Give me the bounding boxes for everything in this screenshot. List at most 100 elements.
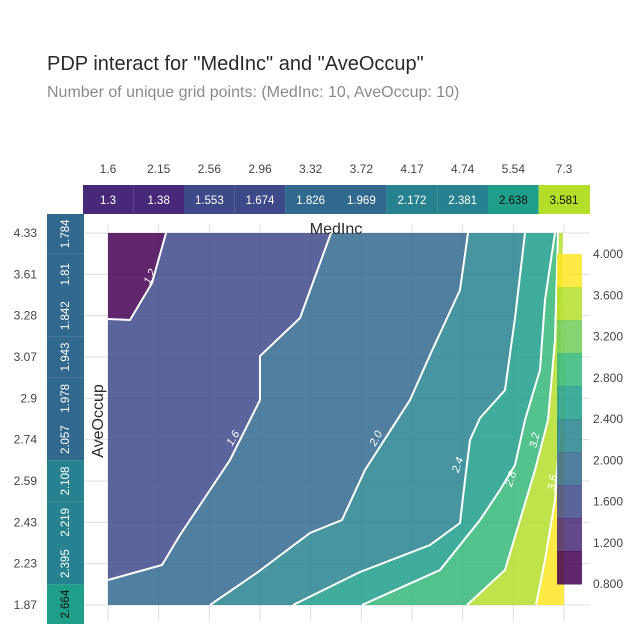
colorbar-tick-label: 2.800	[593, 371, 623, 385]
contour-line	[107, 232, 167, 322]
aveoccup-pdp-value: 1.842	[60, 301, 72, 330]
contour-label: 3.6	[546, 473, 560, 491]
aveoccup-tick-label: 2.23	[14, 557, 38, 571]
medinc-pdp-value: 1.553	[195, 195, 224, 207]
aveoccup-pdp-cell	[47, 543, 84, 585]
aveoccup-pdp-value: 2.395	[60, 549, 72, 578]
medinc-pdp-strip: 1.3 1.38 1.553 1.674 1.826 1.969 2.172 2.381 2.6…	[83, 185, 590, 214]
colorbar-segment	[557, 485, 582, 519]
medinc-tick-label: 5.54	[502, 162, 526, 176]
colorbar-segment	[557, 551, 582, 585]
medinc-pdp-value: 1.826	[296, 195, 325, 207]
contour-line	[107, 232, 332, 581]
aveoccup-pdp-value: 1.978	[60, 384, 72, 413]
medinc-pdp-cell	[386, 185, 438, 214]
medinc-pdp-cell	[184, 185, 235, 214]
chart-subtitle: Number of unique grid points: (MedInc: 1…	[47, 84, 459, 101]
colorbar-segment	[557, 452, 582, 486]
x-axis-title: MedInc	[310, 221, 362, 238]
contour-band	[293, 233, 555, 605]
contour-label: 2.4	[450, 456, 466, 475]
medinc-tick-label: 3.32	[299, 162, 323, 176]
medinc-tick-label: 7.3	[556, 162, 573, 176]
medinc-pdp-value: 2.638	[499, 195, 528, 207]
medinc-pdp-value: 2.381	[448, 195, 477, 207]
y-axis-title: AveOccup	[90, 384, 107, 458]
medinc-tick-label: 2.15	[147, 162, 171, 176]
contour-bands	[108, 233, 564, 605]
contour-line	[209, 232, 469, 606]
medinc-pdp-value: 1.3	[100, 195, 116, 207]
medinc-pdp-value: 1.969	[347, 195, 376, 207]
aveoccup-tick-label: 3.07	[14, 350, 38, 364]
colorbar-tick-label: 1.200	[593, 536, 623, 550]
colorbar-segment	[557, 518, 582, 552]
aveoccup-pdp-strip: 1.784 1.81 1.842 1.943 1.978 2.057 2.108 2.219 2…	[47, 214, 84, 624]
contour-line	[292, 232, 526, 606]
medinc-pdp-cell	[133, 185, 184, 214]
colorbar-tick-label: 1.600	[593, 495, 623, 509]
contour-band	[108, 233, 331, 580]
aveoccup-tick-label: 1.87	[14, 598, 38, 612]
contour-band	[108, 233, 166, 320]
medinc-pdp-cell	[234, 185, 286, 214]
aveoccup-pdp-cell	[47, 295, 84, 337]
medinc-pdp-cell	[538, 185, 590, 214]
contour-line	[466, 232, 559, 606]
aveoccup-tick-label: 3.61	[14, 267, 38, 281]
contour-band	[108, 233, 468, 605]
contour-band	[467, 233, 564, 605]
aveoccup-pdp-value: 2.108	[60, 467, 72, 496]
contour-label: 2.8	[503, 469, 520, 489]
contour-line	[361, 232, 556, 606]
contour-label: 3.2	[528, 432, 543, 449]
aveoccup-pdp-value: 1.81	[60, 263, 72, 285]
medinc-tick-label: 4.17	[400, 162, 424, 176]
medinc-tick-labels: 1.6 2.15 2.56 2.96 3.32 3.72 4.17 4.74 5.54 7.3	[100, 162, 573, 176]
aveoccup-pdp-value: 2.664	[60, 589, 72, 618]
medinc-tick-label: 1.6	[100, 162, 117, 176]
aveoccup-tick-label: 2.9	[20, 391, 37, 405]
aveoccup-pdp-cell	[47, 214, 84, 254]
aveoccup-tick-label: 2.74	[14, 433, 38, 447]
medinc-pdp-cell	[336, 185, 387, 214]
contour-band	[210, 233, 525, 605]
colorbar-segment	[557, 320, 582, 354]
chart-title: PDP interact for "MedInc" and "AveOccup"	[47, 53, 424, 75]
contour-label: 1.2	[142, 267, 159, 286]
medinc-pdp-value: 2.172	[398, 195, 427, 207]
aveoccup-tick-label: 2.43	[14, 515, 38, 529]
aveoccup-pdp-cell	[47, 501, 84, 543]
aveoccup-pdp-cell	[47, 584, 84, 624]
medinc-tick-label: 2.96	[248, 162, 272, 176]
contour-band	[362, 233, 558, 605]
medinc-pdp-cell	[285, 185, 336, 214]
medinc-pdp-value: 1.674	[246, 195, 275, 207]
colorbar-tick-label: 3.600	[593, 288, 623, 302]
colorbar-segment	[557, 254, 582, 288]
medinc-pdp-value: 1.38	[147, 195, 169, 207]
colorbar-segment	[557, 386, 582, 420]
colorbar-tick-label: 3.200	[593, 330, 623, 344]
aveoccup-pdp-cell	[47, 460, 84, 502]
medinc-pdp-cell	[488, 185, 539, 214]
aveoccup-tick-label: 4.33	[14, 226, 38, 240]
aveoccup-tick-labels: 4.33 3.61 3.28 3.07 2.9 2.74 2.59 2.43 2.23 1.87	[14, 226, 38, 612]
contour-plot: 1.21.6 2.02.42.83.23.6	[85, 225, 590, 622]
colorbar-segment	[557, 419, 582, 453]
aveoccup-pdp-value: 2.057	[60, 425, 72, 454]
colorbar	[557, 254, 582, 585]
colorbar-tick-label: 2.400	[593, 412, 623, 426]
medinc-pdp-value: 3.581	[550, 195, 579, 207]
aveoccup-pdp-cell	[47, 377, 84, 419]
aveoccup-pdp-value: 1.784	[60, 219, 72, 248]
colorbar-segment	[557, 353, 582, 387]
colorbar-tick-label: 2.000	[593, 453, 623, 467]
aveoccup-pdp-value: 1.943	[60, 343, 72, 372]
medinc-pdp-cell	[83, 185, 134, 214]
medinc-tick-label: 3.72	[350, 162, 374, 176]
medinc-tick-label: 4.74	[451, 162, 475, 176]
medinc-tick-label: 2.56	[198, 162, 222, 176]
colorbar-tick-label: 4.000	[593, 247, 623, 261]
